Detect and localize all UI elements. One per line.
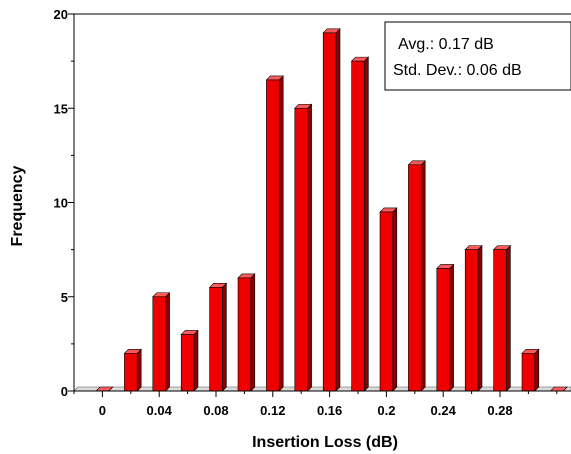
bar-front [464, 249, 479, 392]
bar-side [506, 244, 511, 392]
bar-front [152, 296, 166, 392]
y-axis-title: Frequency [9, 165, 26, 246]
histogram-bar [379, 207, 398, 392]
histogram-bar [294, 103, 313, 392]
stats-average: Avg.: 0.17 dB [398, 36, 494, 53]
histogram-bar [407, 160, 426, 392]
bar-side [136, 348, 142, 392]
x-tick-label: 0 [99, 403, 106, 418]
bar-front [237, 277, 252, 392]
histogram-bar [492, 244, 512, 392]
stats-std-dev: Std. Dev.: 0.06 dB [393, 62, 522, 79]
bar-side [278, 75, 284, 392]
histogram-bar [123, 348, 142, 392]
x-tick-label: 0.2 [377, 403, 395, 418]
bar-front [379, 211, 394, 392]
stats-box-frame [384, 21, 571, 91]
bar-side [420, 160, 426, 392]
histogram-bar [265, 75, 284, 392]
bar-side [392, 207, 398, 392]
bar-side [449, 263, 454, 392]
bar-side [165, 292, 170, 392]
x-tick-label: 0.16 [317, 403, 342, 418]
histogram-bar [350, 56, 370, 392]
x-tick-label: 0.28 [487, 403, 512, 418]
bar-front [209, 287, 223, 392]
bar-side [307, 103, 312, 392]
histogram-bar [208, 282, 228, 392]
histogram-bar [436, 263, 455, 392]
bar-front [180, 334, 195, 392]
bar-side [222, 282, 227, 392]
x-axis-title: Insertion Loss (dB) [252, 434, 398, 451]
bar-front [493, 249, 507, 392]
stats-box: Avg.: 0.17 dB Std. Dev.: 0.06 dB [384, 21, 571, 91]
bar-front [521, 352, 536, 392]
ticks-group: 0 5 10 15 20 0 0.04 0.08 0.12 0.16 0.2 0.24 0.28 [54, 7, 558, 418]
histogram-bar [322, 28, 341, 392]
x-tick-label: 0.04 [147, 403, 173, 418]
bar-front [351, 60, 365, 392]
bar-front [266, 79, 280, 392]
bar-side [250, 273, 256, 392]
bar-front [408, 164, 422, 392]
y-tick-label: 0 [61, 384, 68, 399]
histogram-bar [521, 348, 540, 392]
bar-side [335, 28, 341, 392]
bar-front [124, 352, 138, 392]
histogram-bar [464, 244, 483, 392]
histogram-bar [237, 273, 256, 392]
bar-front [436, 268, 450, 392]
bar-side [364, 56, 369, 392]
x-tick-label: 0.12 [260, 403, 285, 418]
bar-front [322, 32, 337, 392]
x-tick-label: 0.08 [203, 403, 228, 418]
y-tick-label: 20 [54, 7, 68, 22]
x-tick-label: 0.24 [431, 403, 457, 418]
histogram-bar [152, 292, 171, 392]
bar-side [477, 244, 483, 392]
bar-side [534, 348, 540, 392]
histogram-bar [180, 329, 199, 392]
y-tick-label: 15 [54, 101, 68, 116]
bars-group [73, 28, 571, 392]
bar-front [294, 107, 308, 392]
y-tick-label: 5 [61, 290, 68, 305]
bar-side [193, 329, 199, 392]
y-tick-label: 10 [54, 196, 68, 211]
